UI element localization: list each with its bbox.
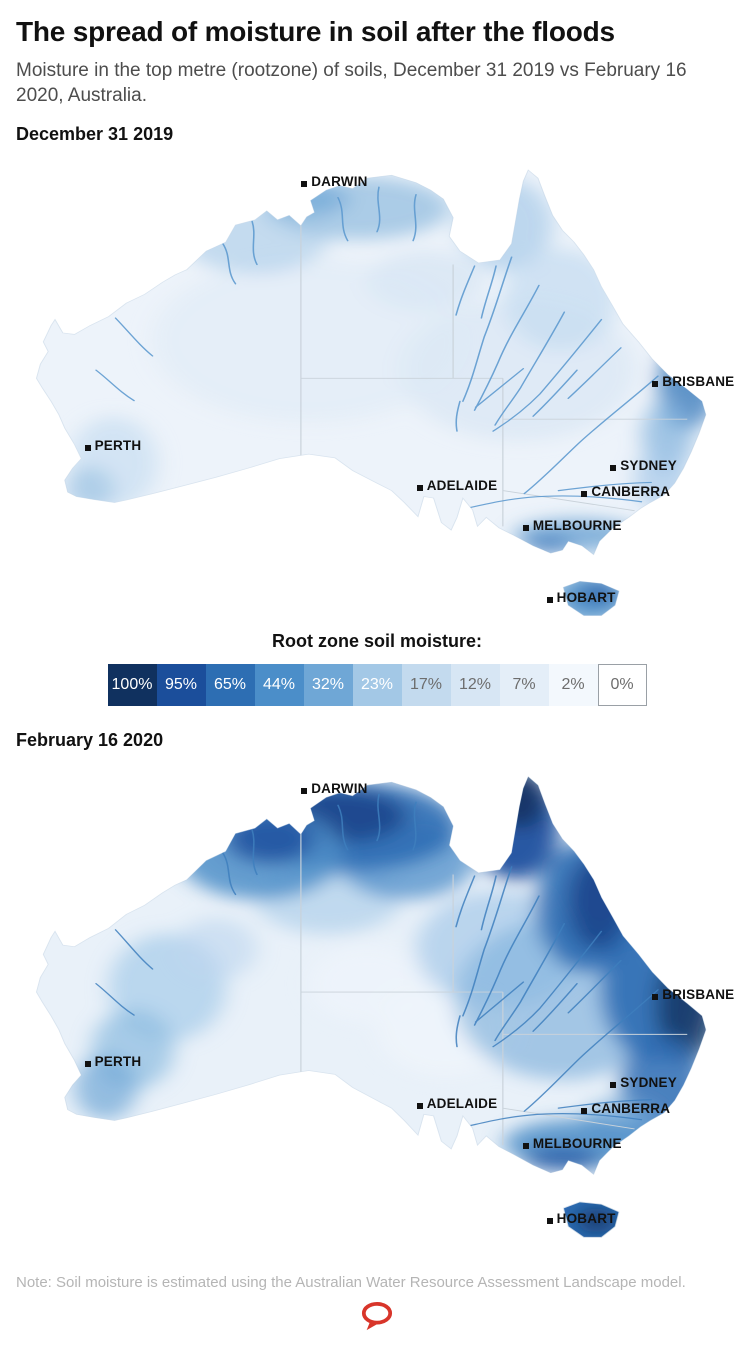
page-title: The spread of moisture in soil after the…: [16, 16, 615, 47]
map-label-february: February 16 2020: [16, 730, 164, 751]
publisher-logo: [16, 1301, 738, 1333]
legend-swatch-12: 12%: [450, 664, 500, 707]
legend-swatch-7: 7%: [499, 664, 549, 707]
map-february: DARWIN BRISBANE PERTH ADELAIDE SYDNEY CA…: [16, 753, 738, 1245]
city-marker-icon: [581, 1108, 588, 1115]
legend-scale: 100% 95% 65% 44% 32% 23% 17% 12% 7% 2% 0%: [16, 664, 738, 707]
city-label-text: BRISBANE: [662, 987, 735, 1003]
australia-map-artwork-december: [36, 169, 707, 617]
legend-swatch-95: 95%: [156, 664, 206, 707]
footnote: Note: Soil moisture is estimated using t…: [16, 1274, 686, 1292]
legend-title: Root zone soil moisture:: [271, 631, 482, 652]
city-label-brisbane: BRISBANE: [652, 987, 734, 1002]
map-december: DARWIN BRISBANE PERTH ADELAIDE SYDNEY CA…: [16, 147, 738, 623]
city-marker-icon: [301, 787, 308, 794]
city-label-text: SYDNEY: [620, 458, 677, 474]
city-label-perth: PERTH: [84, 438, 142, 454]
page-subtitle: Moisture in the top metre (rootzone) of …: [16, 60, 687, 107]
city-marker-icon: [546, 596, 553, 603]
city-marker-icon: [416, 485, 423, 492]
city-marker-icon: [652, 994, 659, 1001]
legend-swatch-0: 0%: [597, 664, 647, 707]
city-label-adelaide: ADELAIDE: [416, 478, 498, 494]
map-section-december: December 31 2019: [16, 124, 738, 623]
city-label-text: BRISBANE: [662, 373, 735, 389]
city-label-text: DARWIN: [311, 780, 368, 796]
city-label-melbourne: MELBOURNE: [522, 517, 622, 533]
city-label-darwin: DARWIN: [301, 781, 367, 796]
city-marker-icon: [546, 1217, 553, 1224]
city-label-hobart: HOBART: [546, 589, 616, 605]
city-marker-icon: [84, 1061, 91, 1068]
city-label-text: SYDNEY: [620, 1074, 677, 1090]
australia-map-artwork-february: [36, 776, 707, 1238]
city-marker-icon: [522, 524, 529, 531]
city-label-text: CANBERRA: [591, 1101, 671, 1117]
city-label-text: PERTH: [94, 438, 142, 454]
city-marker-icon: [301, 180, 308, 187]
legend-swatch-65: 65%: [205, 664, 255, 707]
map-label-december: December 31 2019: [16, 124, 174, 145]
city-label-canberra: CANBERRA: [581, 1101, 670, 1116]
speech-bubble-icon: [361, 1302, 393, 1331]
legend-swatch-32: 32%: [303, 664, 353, 707]
city-label-text: HOBART: [556, 589, 616, 605]
city-marker-icon: [610, 465, 617, 472]
city-label-text: HOBART: [556, 1210, 616, 1226]
map-section-february: February 16 2020: [16, 730, 738, 1245]
city-label-text: PERTH: [94, 1054, 142, 1070]
city-marker-icon: [416, 1102, 423, 1109]
legend: Root zone soil moisture: 100% 95% 65% 44% 32…: [16, 631, 738, 707]
city-label-melbourne: MELBOURNE: [522, 1136, 622, 1152]
city-label-text: DARWIN: [311, 173, 368, 189]
city-label-perth: PERTH: [84, 1054, 142, 1070]
city-label-brisbane: BRISBANE: [652, 374, 734, 389]
city-label-text: CANBERRA: [591, 484, 671, 500]
legend-swatch-44: 44%: [254, 664, 304, 707]
city-label-hobart: HOBART: [546, 1210, 616, 1226]
city-label-canberra: CANBERRA: [581, 484, 670, 499]
city-label-text: ADELAIDE: [426, 478, 498, 494]
city-label-sydney: SYDNEY: [610, 1075, 677, 1090]
city-label-text: MELBOURNE: [532, 517, 622, 533]
legend-swatch-2: 2%: [548, 664, 598, 707]
city-marker-icon: [652, 380, 659, 387]
city-marker-icon: [610, 1081, 617, 1088]
city-label-sydney: SYDNEY: [610, 458, 677, 473]
legend-swatch-17: 17%: [401, 664, 451, 707]
city-label-darwin: DARWIN: [301, 174, 367, 189]
legend-swatch-23: 23%: [352, 664, 402, 707]
city-label-text: ADELAIDE: [426, 1095, 498, 1111]
city-label-text: MELBOURNE: [532, 1136, 622, 1152]
city-marker-icon: [84, 445, 91, 452]
city-marker-icon: [581, 491, 588, 498]
legend-swatch-100: 100%: [107, 664, 157, 707]
city-marker-icon: [522, 1143, 529, 1150]
city-label-adelaide: ADELAIDE: [416, 1095, 498, 1111]
